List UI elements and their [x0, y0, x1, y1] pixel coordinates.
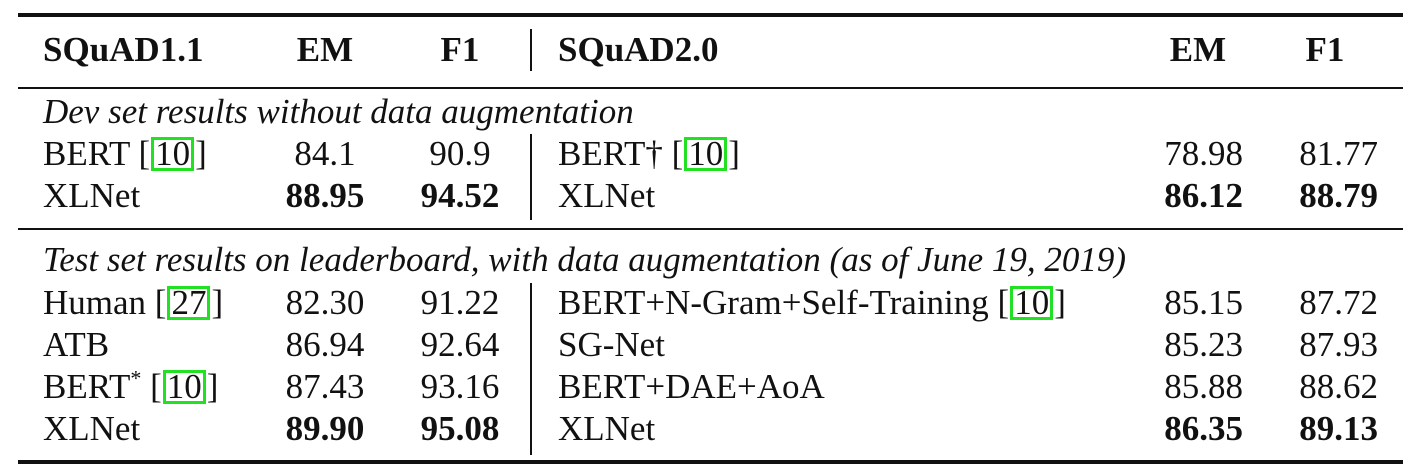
left-model-cell: BERT [10] [43, 134, 207, 173]
citation-link[interactable]: 10 [151, 136, 195, 171]
model-name: BERT+N-Gram+Self-Training [558, 283, 989, 322]
left-em-value: 87.43 [285, 367, 365, 406]
citation-link[interactable]: 27 [167, 285, 211, 320]
column-separator-section2 [530, 283, 532, 455]
model-name: XLNet [43, 409, 141, 448]
left-f1-value: 91.22 [420, 283, 500, 322]
citation-link[interactable]: 10 [684, 136, 728, 171]
right-em-value: 86.35 [1164, 409, 1243, 448]
model-name: BERT† [558, 134, 663, 173]
left-f1-value: 94.52 [420, 176, 500, 215]
top-rule [18, 13, 1403, 17]
model-name: Human [43, 283, 147, 322]
header-right-em: EM [1169, 30, 1227, 69]
right-model-cell: BERT+N-Gram+Self-Training [10] [558, 283, 1066, 322]
header-left-f1: F1 [440, 30, 480, 69]
left-em-value: 82.30 [285, 283, 365, 322]
model-name: XLNet [43, 176, 141, 215]
bottom-rule [18, 460, 1403, 464]
citation-link[interactable]: 10 [162, 369, 206, 404]
header-left-dataset: SQuAD1.1 [43, 30, 204, 69]
asterisk-mark: * [130, 365, 142, 391]
right-f1-value: 88.79 [1299, 176, 1378, 215]
model-name: XLNet [558, 409, 656, 448]
right-em-value: 85.15 [1164, 283, 1243, 322]
model-name: BERT+DAE+AoA [558, 367, 825, 406]
right-em-value: 85.88 [1164, 367, 1243, 406]
model-name: BERT [43, 367, 131, 406]
header-right-dataset: SQuAD2.0 [558, 30, 719, 69]
right-f1-value: 87.72 [1299, 283, 1378, 322]
model-name: SG-Net [558, 325, 665, 364]
header-right-f1: F1 [1305, 30, 1345, 69]
left-em-value: 88.95 [285, 176, 365, 215]
model-name: XLNet [558, 176, 656, 215]
right-model-cell: BERT† [10] [558, 134, 740, 173]
left-model-cell: Human [27] [43, 283, 224, 322]
column-separator-header [530, 29, 532, 71]
right-f1-value: 81.77 [1299, 134, 1378, 173]
section-rule [18, 228, 1403, 230]
model-name: ATB [43, 325, 110, 364]
left-em-value: 86.94 [285, 325, 365, 364]
left-f1-value: 95.08 [420, 409, 500, 448]
left-em-value: 84.1 [294, 134, 356, 173]
left-model-cell: BERT* [10] [43, 365, 219, 406]
right-em-value: 86.12 [1164, 176, 1243, 215]
left-f1-value: 92.64 [420, 325, 500, 364]
left-f1-value: 90.9 [429, 134, 491, 173]
column-separator-section1 [530, 134, 532, 220]
header-left-em: EM [296, 30, 354, 69]
right-f1-value: 87.93 [1299, 325, 1378, 364]
left-f1-value: 93.16 [420, 367, 500, 406]
section2-caption: Test set results on leaderboard, with da… [43, 240, 1127, 279]
model-name: BERT [43, 134, 130, 173]
header-rule [18, 87, 1403, 89]
left-em-value: 89.90 [285, 409, 365, 448]
right-em-value: 78.98 [1164, 134, 1243, 173]
right-f1-value: 89.13 [1299, 409, 1378, 448]
right-em-value: 85.23 [1164, 325, 1243, 364]
citation-link[interactable]: 10 [1010, 285, 1054, 320]
section1-caption: Dev set results without data augmentatio… [43, 92, 634, 131]
right-f1-value: 88.62 [1299, 367, 1378, 406]
